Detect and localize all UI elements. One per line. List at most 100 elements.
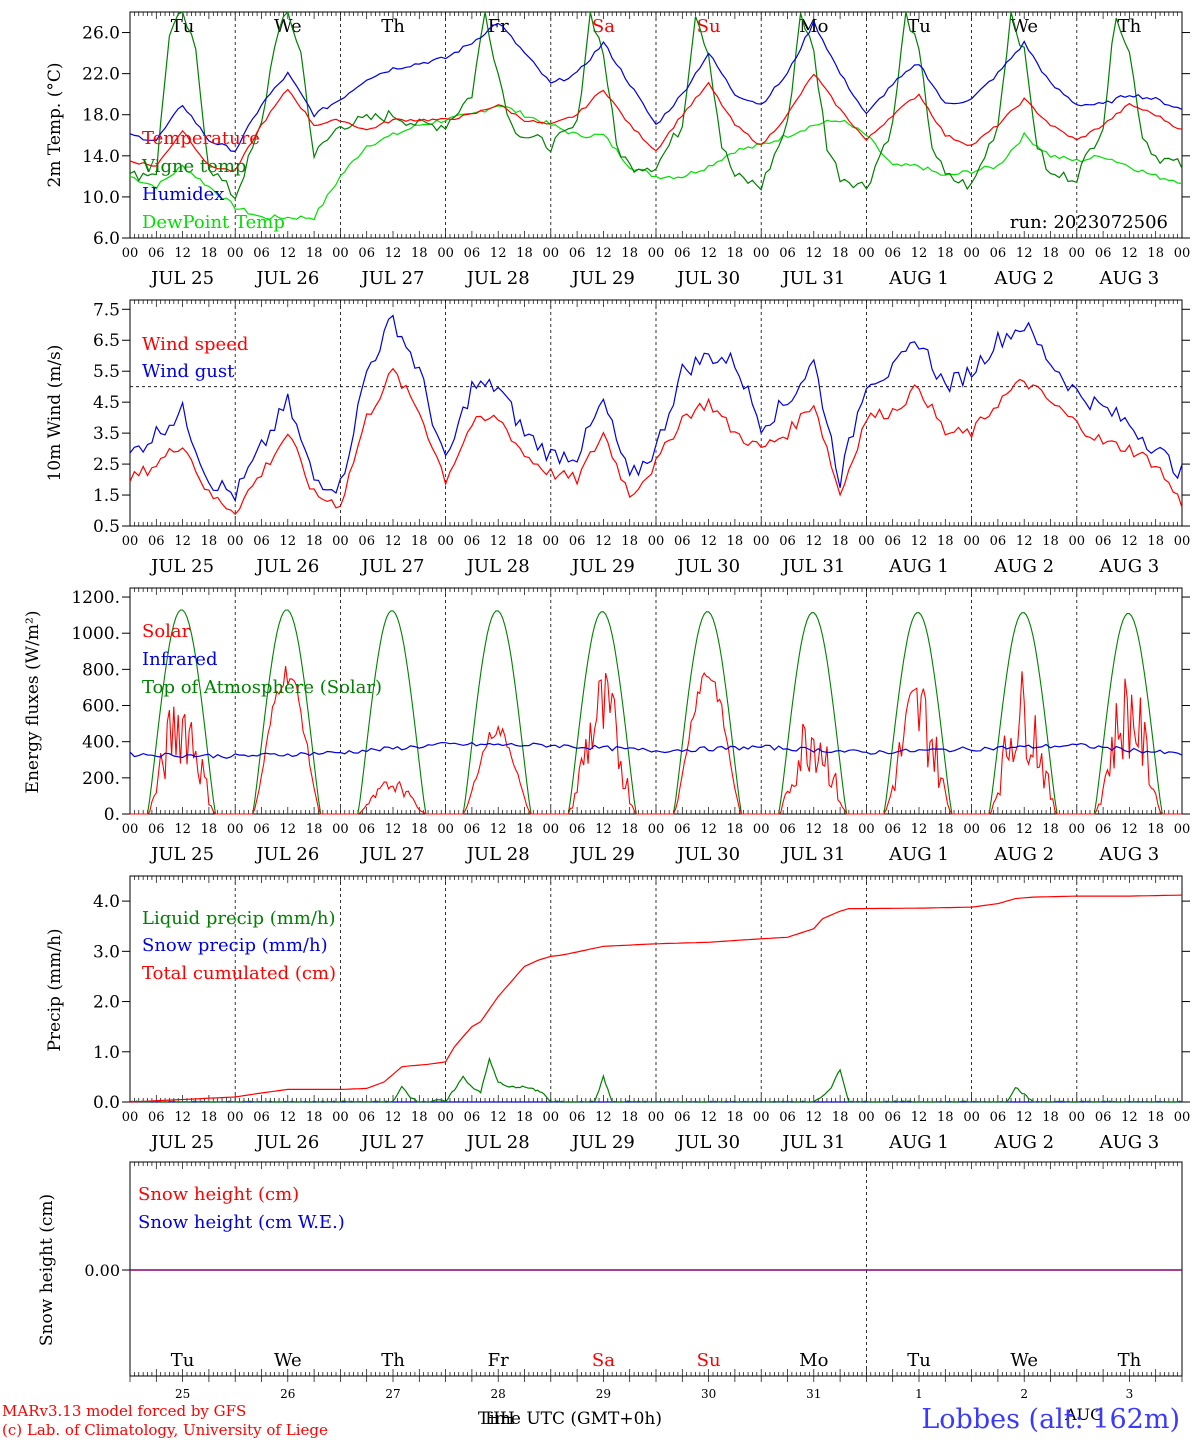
hour-tick-label: 18 bbox=[621, 1110, 638, 1125]
hour-tick-label: 18 bbox=[411, 534, 428, 549]
hour-tick-label: 06 bbox=[674, 246, 691, 261]
wind-x-ticks bbox=[129, 300, 1183, 526]
day-label: JUL 28 bbox=[465, 556, 530, 577]
hour-tick-label: 00 bbox=[227, 822, 244, 837]
y-tick-label: 0.0 bbox=[93, 1093, 120, 1113]
series-total-cumulated-line bbox=[129, 894, 1183, 1103]
weekday-label: Fr bbox=[488, 16, 509, 37]
day-label: AUG 1 bbox=[888, 1132, 949, 1153]
y-tick-label: 600. bbox=[82, 697, 120, 717]
y-tick-label: 5.5 bbox=[93, 362, 120, 382]
day-label: JUL 27 bbox=[360, 1132, 425, 1153]
hour-tick-label: 18 bbox=[306, 822, 323, 837]
hour-tick-label: 18 bbox=[937, 246, 954, 261]
hour-tick-label: 18 bbox=[411, 1110, 428, 1125]
hour-tick-label: 06 bbox=[358, 822, 375, 837]
hour-tick-label: 06 bbox=[148, 822, 165, 837]
hour-tick-label: 00 bbox=[648, 534, 665, 549]
day-label: JUL 28 bbox=[465, 268, 530, 289]
hour-tick-label: 00 bbox=[1069, 1110, 1086, 1125]
hour-tick-label: 00 bbox=[122, 534, 139, 549]
hour-tick-label: 18 bbox=[937, 1110, 954, 1125]
day-label: JUL 31 bbox=[780, 268, 845, 289]
hour-tick-label: 18 bbox=[1042, 246, 1059, 261]
day-label: JUL 31 bbox=[780, 1132, 845, 1153]
precip-day-grid bbox=[234, 876, 1078, 1102]
day-label: AUG 3 bbox=[1099, 1132, 1160, 1153]
hour-tick-label: 12 bbox=[1121, 246, 1138, 261]
energy-y-ticks: 0. 200. 400. 600. 800. 1000. 1200. bbox=[71, 588, 1190, 825]
legend-solar: Solar bbox=[142, 621, 191, 642]
hour-tick-label: 12 bbox=[385, 246, 402, 261]
hour-tick-label: 06 bbox=[779, 246, 796, 261]
hour-tick-label: 06 bbox=[1095, 822, 1112, 837]
hour-tick-label: 06 bbox=[779, 1110, 796, 1125]
hour-tick-label: 06 bbox=[358, 246, 375, 261]
weekday-label: We bbox=[1010, 16, 1038, 37]
y-tick-label: 2.0 bbox=[93, 993, 120, 1013]
hour-tick-label: 18 bbox=[832, 246, 849, 261]
hour-tick-label: 18 bbox=[201, 246, 218, 261]
y-tick-label: 800. bbox=[82, 660, 120, 680]
hour-tick-label: 12 bbox=[385, 822, 402, 837]
hour-tick-label: 18 bbox=[516, 246, 533, 261]
temperature-series bbox=[129, 10, 1183, 221]
hour-tick-label: 18 bbox=[1147, 1110, 1164, 1125]
hour-tick-label: 12 bbox=[700, 822, 717, 837]
snow-y-axis-label: Snow height (cm) bbox=[37, 1194, 57, 1346]
y-tick-label: 3.5 bbox=[93, 424, 120, 444]
hour-tick-label: 00 bbox=[963, 534, 980, 549]
weekday-label: Fr bbox=[488, 1350, 509, 1371]
hour-tick-label: 12 bbox=[1016, 246, 1033, 261]
credit-line-1: MARv3.13 model forced by GFS bbox=[2, 1402, 246, 1420]
weekday-label: Tu bbox=[171, 1350, 195, 1371]
day-label: AUG 1 bbox=[888, 268, 949, 289]
hour-tick-label: 00 bbox=[963, 822, 980, 837]
y-tick-label: 0.5 bbox=[93, 517, 120, 537]
hour-tick-label: 12 bbox=[280, 822, 297, 837]
day-label: AUG 2 bbox=[993, 556, 1054, 577]
x-axis-label: Time UTC (GMT+0h) bbox=[478, 1409, 662, 1429]
series-solar-line bbox=[130, 666, 1182, 815]
weekday-label: Su bbox=[697, 16, 721, 37]
hour-tick-label: 18 bbox=[621, 534, 638, 549]
hour-tick-label: 18 bbox=[306, 246, 323, 261]
wind-y-axis-label: 10m Wind (m/s) bbox=[45, 345, 65, 482]
y-tick-label: 7.5 bbox=[93, 300, 120, 320]
hour-tick-label: 00 bbox=[963, 246, 980, 261]
hour-tick-label: 12 bbox=[911, 1110, 928, 1125]
snow-weekday-labels: Tu We Th Fr Sa Su Mo Tu We Th bbox=[171, 1350, 1142, 1371]
legend-infrared: Infrared bbox=[142, 649, 217, 670]
precip-series bbox=[129, 894, 1183, 1103]
day-label: JUL 26 bbox=[254, 268, 319, 289]
y-tick-label: 1200. bbox=[71, 588, 120, 608]
weekday-label: Th bbox=[381, 16, 405, 37]
legend-wind-speed: Wind speed bbox=[142, 334, 248, 355]
y-tick-label: 10.0 bbox=[82, 188, 120, 208]
day-label: JUL 30 bbox=[675, 268, 740, 289]
hour-tick-label: 06 bbox=[358, 1110, 375, 1125]
day-label: JUL 27 bbox=[360, 556, 425, 577]
precip-panel: 0.0 1.0 2.0 3.0 4.0 Precip (mm/h) Liquid pre… bbox=[45, 875, 1191, 1153]
series-dewpoint-line bbox=[129, 105, 1183, 221]
day-label: AUG 2 bbox=[993, 1132, 1054, 1153]
day-label: JUL 30 bbox=[675, 1132, 740, 1153]
hour-tick-label: 12 bbox=[1016, 822, 1033, 837]
hour-tick-label: 18 bbox=[411, 822, 428, 837]
weekday-label: We bbox=[1010, 1350, 1038, 1371]
day-label: JUL 29 bbox=[570, 1132, 635, 1153]
hour-tick-label: 00 bbox=[332, 246, 349, 261]
snow-x-ticks bbox=[129, 1162, 1183, 1382]
hour-tick-label: 06 bbox=[148, 534, 165, 549]
hour-tick-label: 12 bbox=[1121, 534, 1138, 549]
hour-tick-label: 00 bbox=[543, 1110, 560, 1125]
hour-tick-label: 00 bbox=[227, 534, 244, 549]
weekday-label: We bbox=[274, 16, 302, 37]
y-tick-label: 1.5 bbox=[93, 486, 120, 506]
y-tick-label: 3.0 bbox=[93, 942, 120, 962]
hour-tick-label: 12 bbox=[1121, 1110, 1138, 1125]
legend-toa-solar: Top of Atmosphere (Solar) bbox=[142, 677, 382, 698]
day-label: JUL 29 bbox=[570, 556, 635, 577]
precip-x-labels: 00 06 12 18 JUL 25 00 06 12 18 JUL 26 00 06 12 18 JUL … bbox=[122, 1110, 1191, 1153]
hour-tick-label: 06 bbox=[1095, 534, 1112, 549]
